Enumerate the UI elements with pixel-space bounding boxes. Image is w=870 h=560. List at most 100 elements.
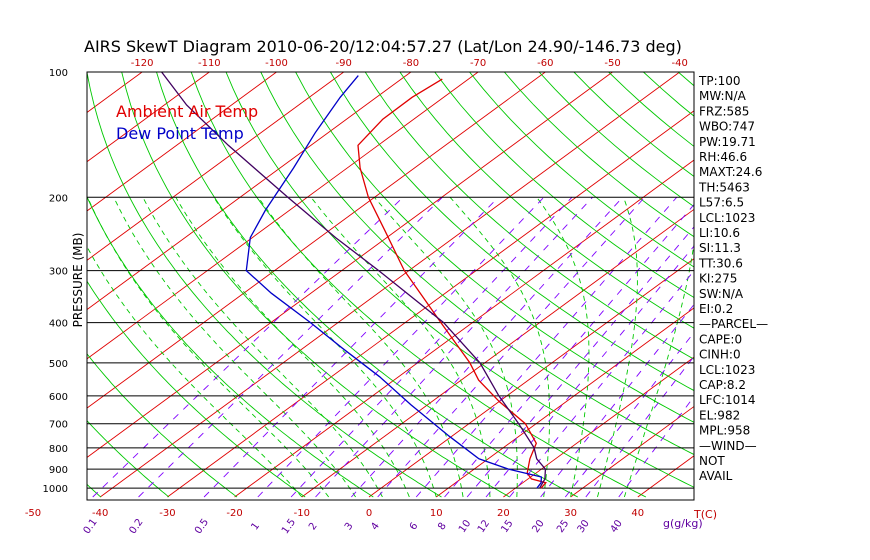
index-entry: TP:100	[698, 74, 741, 88]
index-entry: LCL:1023	[699, 211, 755, 225]
dry-adiabat-line	[225, 72, 694, 488]
isotherm-line	[435, 307, 694, 498]
mixing-ratio-line	[415, 196, 678, 498]
mixing-ratio-label: 0.1	[82, 517, 100, 536]
bottom-temperature-tick-label: 30	[564, 508, 577, 519]
isotherm-line	[87, 72, 344, 261]
bottom-temperature-tick-label: 0	[366, 508, 372, 519]
mixing-ratio-line	[377, 196, 645, 498]
isotherm-line	[0, 72, 75, 497]
mixing-ratio-line	[315, 196, 593, 498]
sounding-series	[161, 72, 547, 489]
index-entry: PW:19.71	[699, 135, 756, 149]
isotherm-line	[87, 72, 479, 360]
dry-adiabat-line	[748, 72, 870, 497]
index-entry: SI:11.3	[699, 241, 741, 255]
top-temperature-axis: -120 -110 -100 -90 -80 -70 -60 -50 -40	[131, 58, 688, 69]
dry-adiabat-line	[156, 72, 579, 498]
legend-entry-ambient: Ambient Air Temp	[116, 102, 258, 121]
isotherm-line	[167, 110, 694, 498]
dry-adiabat-line	[783, 72, 870, 497]
isotherm-line	[87, 72, 613, 458]
index-entry: RH:46.6	[699, 150, 747, 164]
moist-adiabat-line	[87, 245, 303, 498]
index-entry: MPL:958	[699, 424, 750, 438]
pressure-tick-label: 200	[49, 193, 68, 204]
index-entry: LI:10.6	[699, 226, 740, 240]
dry-adiabat-line	[469, 72, 694, 268]
legend-entry-dewpoint: Dew Point Temp	[116, 124, 244, 143]
pressure-tick-label: 800	[49, 444, 68, 455]
moist-adiabat-line	[113, 197, 356, 498]
index-entry: CAP:8.2	[699, 378, 746, 392]
mixing-ratio-line	[92, 196, 404, 498]
dry-adiabat-line	[87, 280, 306, 498]
isotherm-lines	[0, 72, 694, 498]
moist-adiabat-line	[257, 197, 464, 498]
dry-adiabat-line	[190, 72, 647, 498]
plot-frame	[86, 71, 695, 501]
dry-adiabat-line	[364, 72, 694, 360]
dry-adiabat-line	[434, 72, 694, 299]
mixing-ratio-label: 30	[576, 518, 592, 535]
index-entry: MW:N/A	[699, 89, 747, 103]
dry-adiabat-line	[399, 72, 694, 329]
dry-adiabat-line	[87, 420, 170, 498]
pressure-tick-label: 1000	[43, 484, 68, 495]
mixing-ratio-label: 6	[408, 521, 421, 533]
moist-adiabat-line	[310, 197, 491, 498]
x-axis-label: T(C)	[693, 508, 717, 521]
pressure-tick-label: 600	[49, 392, 68, 403]
isotherm-line	[368, 258, 694, 498]
index-entry: —PARCEL—	[699, 317, 768, 331]
mixing-ratio-label: 1.5	[280, 517, 298, 536]
top-temperature-tick-label: -100	[265, 58, 288, 69]
mixing-ratio-label: 1	[249, 521, 262, 533]
bottom-temperature-tick-label: 20	[497, 508, 510, 519]
index-entry: —WIND—	[699, 439, 757, 453]
mixing-ratio-line	[351, 196, 623, 498]
dry-adiabat-line	[295, 72, 694, 423]
index-entry: EI:0.2	[699, 302, 733, 316]
moist-adiabat-lines	[87, 197, 694, 498]
pressure-tick-label: 300	[49, 267, 68, 278]
dry-adiabat-line	[0, 72, 33, 497]
top-temperature-tick-label: -80	[403, 58, 419, 69]
isotherm-line	[87, 72, 412, 311]
bottom-temperature-axis: -50 -40 -30 -20 -10 0 10 20 30 40	[25, 508, 644, 519]
chart-title: AIRS SkewT Diagram 2010-06-20/12:04:57.2…	[84, 37, 682, 56]
bottom-temperature-tick-label: -50	[25, 508, 41, 519]
mixing-ratio-label: 8	[436, 521, 449, 533]
mixing-ratio-label: 40	[609, 518, 625, 535]
mixing-ratio-line	[466, 226, 694, 498]
index-entry: KI:275	[699, 272, 737, 286]
legend: Ambient Air Temp Dew Point Temp	[116, 102, 258, 143]
pressure-tick-label: 400	[49, 319, 68, 330]
mixing-ratio-label: 3	[343, 521, 356, 533]
isotherm-line	[99, 72, 680, 498]
plot-area	[0, 72, 870, 498]
mixing-ratio-label: 0.2	[127, 517, 145, 536]
mixing-ratio-line	[257, 196, 545, 498]
isotherm-line	[503, 356, 694, 498]
moist-adiabat-line	[87, 197, 330, 498]
moist-adiabat-line	[373, 197, 518, 498]
dry-adiabat-line	[260, 72, 694, 456]
dry-adiabat-line	[643, 72, 694, 117]
isotherm-line	[87, 72, 210, 163]
bottom-temperature-tick-label: -20	[226, 508, 242, 519]
bottom-temperature-tick-label: -40	[92, 508, 108, 519]
index-entry: EL:982	[699, 408, 740, 422]
pressure-axis: 100 200 300 400 500 600 700 800 900 1000	[43, 68, 68, 495]
ambient-temp-line	[357, 78, 547, 489]
moist-adiabat-line	[597, 197, 638, 498]
isotherm-line	[0, 72, 8, 497]
isotherm-line	[301, 208, 694, 498]
dry-adiabat-line	[852, 72, 870, 497]
index-entry: TH:5463	[698, 180, 750, 194]
index-entry: LFC:1014	[699, 393, 756, 407]
dry-adiabat-line	[87, 72, 442, 498]
mixing-ratio-label: 2	[307, 521, 320, 533]
moist-adiabat-line	[142, 197, 383, 498]
